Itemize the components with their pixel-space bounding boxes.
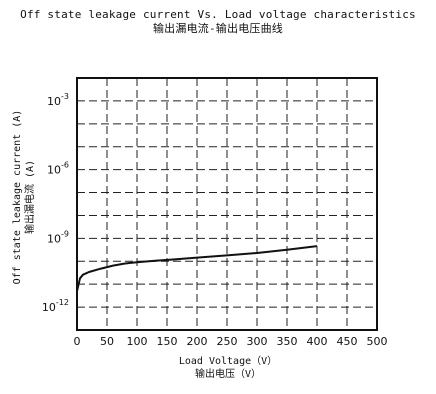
y-tick-label: 10-3 (47, 92, 69, 108)
x-tick-label: 50 (100, 335, 114, 348)
x-tick-label: 450 (337, 335, 358, 348)
y-axis-ticks: 10-3 10-6 10-9 10-12 (42, 92, 69, 314)
y-tick-label: 10-6 (47, 161, 69, 177)
chart-title-block: Off state leakage current Vs. Load volta… (0, 8, 436, 36)
x-tick-label: 100 (127, 335, 148, 348)
x-tick-label: 300 (247, 335, 268, 348)
y-tick-label: 10-12 (42, 298, 69, 314)
x-tick-label: 250 (217, 335, 238, 348)
series (76, 245, 318, 292)
grid (77, 78, 377, 330)
chart-title: Off state leakage current Vs. Load volta… (20, 8, 416, 21)
x-tick-label: 0 (74, 335, 81, 348)
x-axis-label-block: Load Voltage（V） 输出电压（V） (0, 355, 436, 381)
y-tick-label: 10-9 (47, 229, 69, 245)
x-axis-label-cn: 输出电压（V） (194, 369, 262, 380)
chart-subtitle: 输出漏电流-输出电压曲线 (152, 22, 284, 35)
x-tick-label: 350 (277, 335, 298, 348)
series-line (76, 245, 318, 292)
x-tick-label: 400 (307, 335, 328, 348)
x-tick-label: 150 (157, 335, 178, 348)
plot-frame (76, 77, 378, 331)
x-axis-label: Load Voltage（V） (178, 356, 278, 367)
x-tick-label: 200 (187, 335, 208, 348)
x-tick-label: 500 (367, 335, 388, 348)
x-axis-ticks: 0 50 100 150 200 250 300 350 400 450 500 (74, 335, 388, 348)
